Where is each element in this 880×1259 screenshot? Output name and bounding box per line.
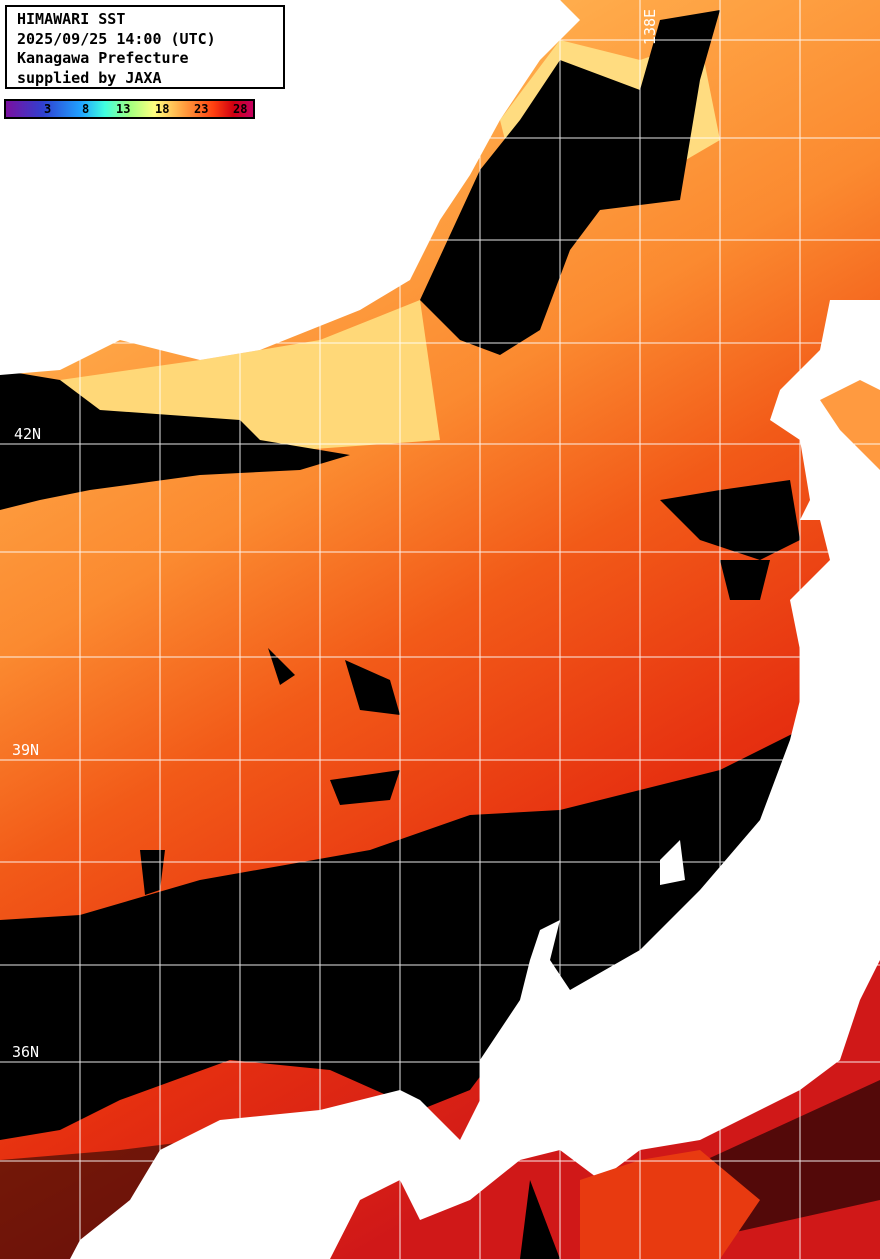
cool-water-band	[60, 300, 440, 450]
provider: Kanagawa Prefecture	[17, 49, 189, 67]
scale-tick: 8	[82, 102, 90, 116]
scale-tick: 23	[194, 102, 209, 116]
scale-tick: 3	[44, 102, 52, 116]
source-credit: supplied by JAXA	[17, 68, 162, 87]
color-scale-bar: 3 8 13 18 23 28	[4, 99, 255, 119]
lat-label-39n: 39N	[12, 741, 40, 759]
title: HIMAWARI SST	[17, 10, 126, 28]
timestamp: 2025/09/25 14:00 (UTC)	[17, 29, 216, 48]
lat-label-42n: 42N	[14, 425, 42, 443]
scale-tick: 13	[116, 102, 131, 116]
lon-label-138e: 138E	[641, 8, 660, 46]
scale-tick: 18	[155, 102, 170, 116]
title-box: HIMAWARI SST 2025/09/25 14:00 (UTC) Kana…	[5, 5, 285, 89]
scale-tick: 28	[233, 102, 248, 116]
lat-label-36n: 36N	[12, 1043, 40, 1061]
